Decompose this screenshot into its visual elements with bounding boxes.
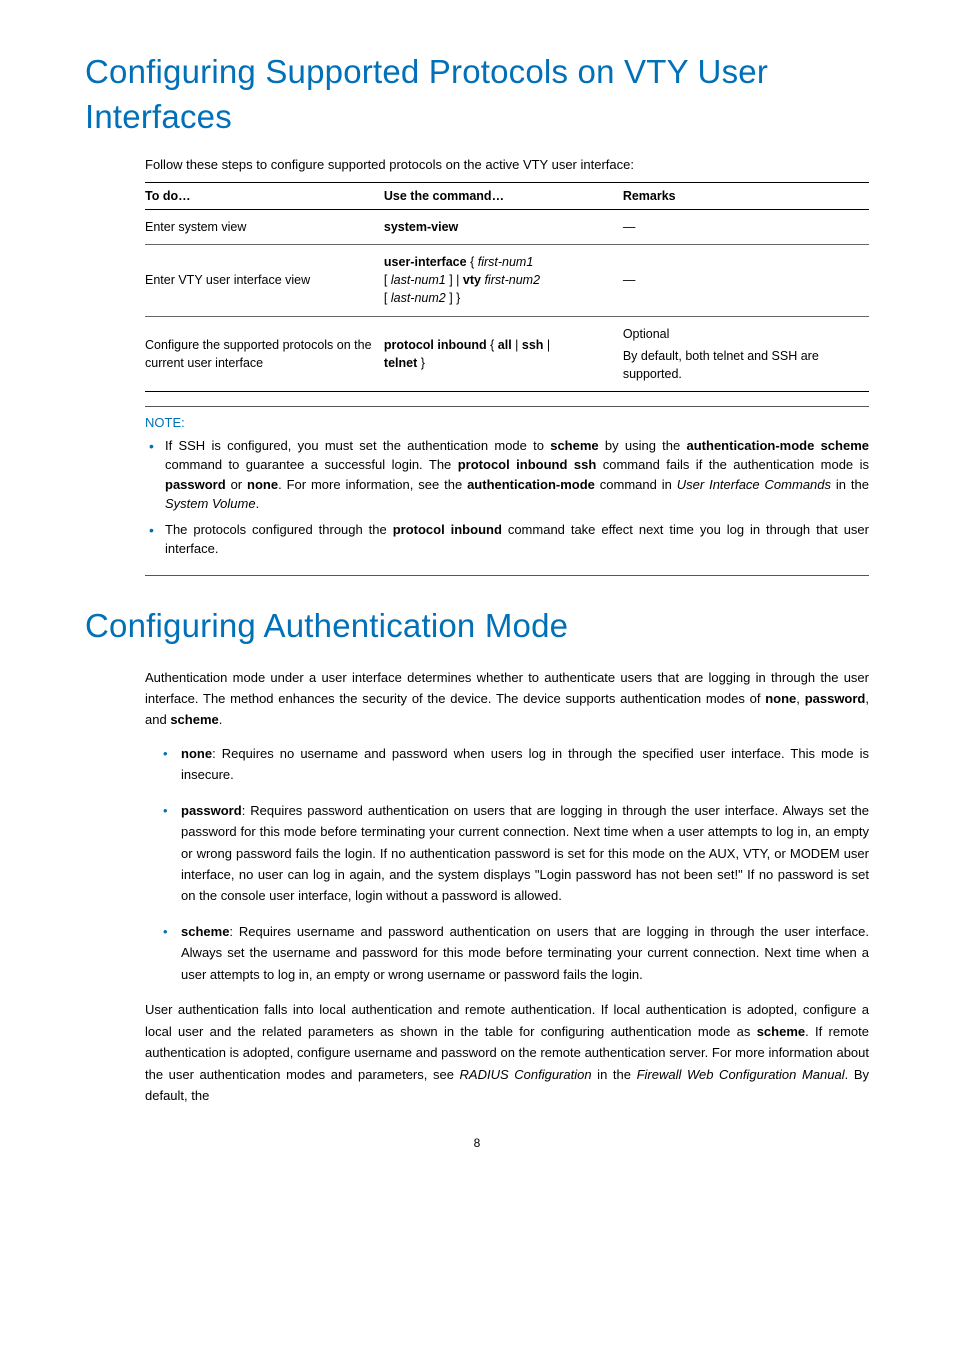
ref: RADIUS Configuration [460,1067,592,1082]
table-row: Enter VTY user interface view user-inter… [145,245,869,316]
list-item: none: Requires no username and password … [145,743,869,786]
cell: Enter system view [145,210,384,245]
txt: ] | [446,273,463,287]
txt: } [417,356,425,370]
txt: : Requires password authentication on us… [181,803,869,904]
page-number: 8 [85,1136,869,1150]
config-table: To do… Use the command… Remarks Enter sy… [145,182,869,392]
txt: [ [384,273,391,287]
table-row: Enter system view system-view — [145,210,869,245]
txt: Authentication mode under a user interfa… [145,670,869,706]
note-item: If SSH is configured, you must set the a… [145,436,869,514]
cell: protocol inbound { all | ssh | telnet } [384,316,623,391]
cmd: protocol inbound [384,338,487,352]
kw: authentication-mode [467,477,595,492]
note-item: The protocols configured through the pro… [145,520,869,559]
cmd: all [498,338,512,352]
table-row: Configure the supported protocols on the… [145,316,869,391]
th-command: Use the command… [384,183,623,210]
th-todo: To do… [145,183,384,210]
cell: — [623,210,869,245]
cell: Configure the supported protocols on the… [145,316,384,391]
list-item: password: Requires password authenticati… [145,800,869,907]
txt: command fails if the authentication mode… [596,457,869,472]
txt: The protocols configured through the [165,522,393,537]
heading-vty-protocols: Configuring Supported Protocols on VTY U… [85,50,869,139]
kw: scheme [550,438,598,453]
note-label: NOTE: [145,415,869,430]
txt: in the [592,1067,637,1082]
kw: none [181,746,212,761]
kw: protocol inbound [393,522,502,537]
remark-line: By default, both telnet and SSH are supp… [623,347,861,383]
txt: . [219,712,223,727]
txt: command to guarantee a successful login.… [165,457,458,472]
kw: password [181,803,242,818]
txt: or [226,477,247,492]
kw: scheme [170,712,218,727]
txt: command in [595,477,677,492]
cmd: vty [463,273,481,287]
cell: Enter VTY user interface view [145,245,384,316]
txt: If SSH is configured, you must set the a… [165,438,550,453]
arg: last-num1 [391,273,446,287]
txt: : Requires no username and password when… [181,746,869,782]
th-remarks: Remarks [623,183,869,210]
ref: System Volume [165,496,256,511]
cell: system-view [384,210,623,245]
kw: scheme [181,924,229,939]
intro-text: Follow these steps to configure supporte… [145,157,869,172]
txt: { [487,338,498,352]
arg: last-num2 [391,291,446,305]
cmd: system-view [384,220,458,234]
list-item: scheme: Requires username and password a… [145,921,869,985]
remark-line: Optional [623,325,861,343]
cell: user-interface { first-num1 [ last-num1 … [384,245,623,316]
auth-modes-list: none: Requires no username and password … [145,743,869,985]
txt: { [467,255,478,269]
kw: password [805,691,866,706]
paragraph: Authentication mode under a user interfa… [145,667,869,731]
cmd: ssh [522,338,544,352]
txt: | [512,338,522,352]
cmd: user-interface [384,255,467,269]
ref: Firewall Web Configuration Manual [637,1067,845,1082]
cell: — [623,245,869,316]
txt: , [796,691,804,706]
txt: in the [831,477,869,492]
arg: first-num1 [478,255,534,269]
txt: . [256,496,260,511]
cmd: telnet [384,356,417,370]
txt: [ [384,291,391,305]
cell: Optional By default, both telnet and SSH… [623,316,869,391]
kw: authentication-mode scheme [687,438,870,453]
note-box: NOTE: If SSH is configured, you must set… [145,406,869,576]
kw: protocol inbound ssh [458,457,597,472]
heading-auth-mode: Configuring Authentication Mode [85,604,869,649]
kw: password [165,477,226,492]
txt: : Requires username and password authent… [181,924,869,982]
ref: User Interface Commands [677,477,831,492]
kw: none [765,691,796,706]
txt: ] } [446,291,461,305]
txt: | [543,338,550,352]
paragraph: User authentication falls into local aut… [145,999,869,1106]
kw: none [247,477,278,492]
txt: . For more information, see the [278,477,467,492]
kw: scheme [757,1024,805,1039]
txt: by using the [599,438,687,453]
arg: first-num2 [484,273,540,287]
